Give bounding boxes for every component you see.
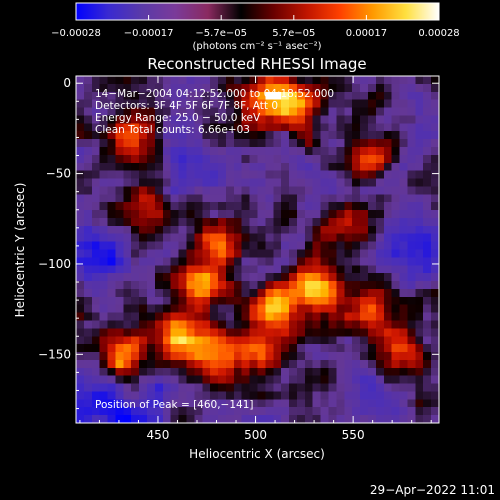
annotations: 14−Mar−2004 04:12:52.000 to 04:18:52.000… <box>95 88 334 411</box>
x-tick-label: 450 <box>147 428 170 442</box>
x-tick-label: 550 <box>342 428 365 442</box>
colorbar-gradient <box>76 3 439 20</box>
colorbar-tick-label: −0.00028 <box>51 28 101 39</box>
colorbar-tick-label: 0.00028 <box>418 28 459 39</box>
annotation-detectors: Detectors: 3F 4F 5F 6F 7F 8F, Att 0 <box>95 100 278 112</box>
annotation-energy: Energy Range: 25.0 − 50.0 keV <box>95 112 261 124</box>
colorbar-tick-label: −0.00017 <box>124 28 174 39</box>
y-tick-label: −100 <box>38 257 71 271</box>
plot-frame <box>75 75 440 424</box>
generation-date: 29−Apr−2022 11:01 <box>370 483 495 497</box>
annotation-counts: Clean Total counts: 6.66e+03 <box>95 124 250 136</box>
y-tick-label: 0 <box>63 76 71 90</box>
x-axis-label: Heliocentric X (arcsec) <box>189 447 325 461</box>
colorbar: −0.00028 −0.00017 −5.7e−05 5.7e−05 0.00017 0.… <box>51 2 460 52</box>
colorbar-tick-label: −5.7e−05 <box>195 28 247 39</box>
annotation-time: 14−Mar−2004 04:12:52.000 to 04:18:52.000 <box>95 88 334 100</box>
colorbar-tick-label: 5.7e−05 <box>272 28 315 39</box>
colorbar-frame <box>75 2 440 21</box>
y-tick-label: −150 <box>38 347 71 361</box>
colorbar-unit-label: (photons cm⁻² s⁻¹ asec⁻²) <box>192 41 321 52</box>
peak-position-label: Position of Peak = [460,−141] <box>95 399 254 411</box>
y-tick-label: −50 <box>46 167 71 181</box>
plot-area: 450 500 550 0 −50 −100 −150 <box>38 75 440 442</box>
chart-title: Reconstructed RHESSI Image <box>147 55 366 73</box>
colorbar-tick-label: 0.00017 <box>346 28 387 39</box>
x-tick-label: 500 <box>244 428 267 442</box>
heatmap-image <box>76 76 439 423</box>
y-axis-label: Heliocentric Y (arcsec) <box>13 183 27 318</box>
